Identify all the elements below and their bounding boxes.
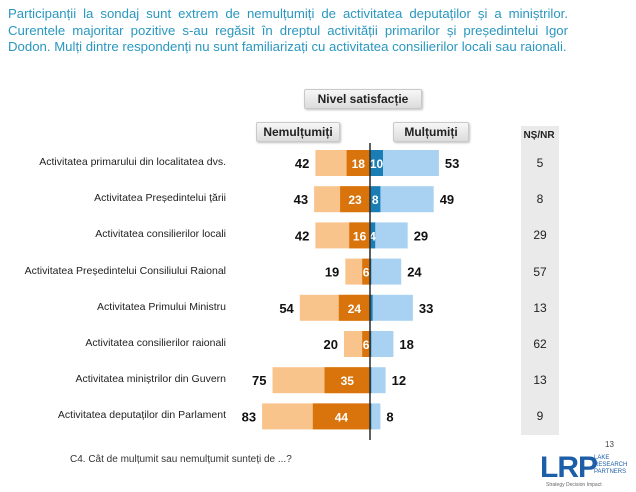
inner-label-very-dissatisfied: 6 [363, 338, 370, 352]
inner-label-very-dissatisfied: 6 [363, 266, 370, 280]
value-label-satisfied: 24 [407, 265, 422, 280]
nsnr-value: 5 [536, 156, 544, 170]
value-label-dissatisfied: 43 [294, 192, 308, 207]
category-label: Activitatea miniștrilor din Guvern [75, 373, 226, 386]
dissatisfied-header: Nemulțumiți [256, 122, 340, 142]
intro-text: Participanții la sondaj sunt extrem de n… [8, 6, 568, 54]
bar-very-dissatisfied [362, 258, 370, 285]
category-label: Activitatea deputaților din Parlament [57, 409, 226, 422]
nsnr-value: 9 [536, 409, 544, 424]
nsnr-value: 13 [533, 300, 547, 315]
page-number: 13 [605, 440, 614, 449]
bar-very-dissatisfied [312, 403, 370, 430]
inner-label-very-dissatisfied: 44 [335, 410, 349, 424]
nsnr-value: 13 [533, 373, 547, 388]
bar-very-satisfied [370, 186, 381, 213]
nsnr-value: 57 [533, 264, 547, 279]
bar-satisfied-total [370, 403, 381, 430]
bar-satisfied-total [370, 186, 434, 213]
category-label: Activitatea consilierilor locali [95, 228, 226, 241]
inner-label-very-dissatisfied: 23 [348, 193, 362, 207]
bar-very-satisfied [370, 150, 383, 176]
value-label-satisfied: 12 [392, 373, 406, 388]
logo-tagline: Strategy Decision Impact [546, 482, 602, 488]
value-label-dissatisfied: 42 [295, 156, 309, 171]
bar-very-satisfied [370, 222, 376, 249]
value-label-satisfied: 33 [419, 301, 433, 316]
logo-subtitle-line-1: LAKE [594, 455, 610, 461]
category-label: Activitatea consilierilor raionali [85, 337, 226, 349]
inner-label-very-dissatisfied: 18 [352, 157, 366, 171]
inner-label-very-satisfied: 4 [369, 229, 376, 243]
logo-subtitle-line-3: PARTNERS [594, 469, 627, 475]
value-label-dissatisfied: 20 [324, 337, 338, 352]
inner-label-very-dissatisfied: 16 [353, 229, 367, 243]
value-label-dissatisfied: 83 [242, 409, 256, 424]
value-label-satisfied: 18 [399, 337, 413, 352]
inner-label-very-dissatisfied: 24 [348, 302, 362, 316]
value-label-dissatisfied: 75 [252, 373, 266, 388]
lrp-logo: LRP [540, 451, 598, 484]
value-label-dissatisfied: 54 [279, 301, 294, 316]
bar-very-dissatisfied [362, 331, 370, 357]
bar-very-dissatisfied [349, 222, 370, 249]
value-label-dissatisfied: 42 [295, 228, 309, 243]
bar-satisfied-total [370, 222, 408, 249]
value-label-dissatisfied: 19 [325, 265, 339, 280]
category-label: Activitatea Președintelui Consiliului Ra… [24, 264, 226, 277]
satisfied-header: Mulțumiți [393, 122, 469, 142]
bar-satisfied-total [370, 367, 386, 394]
bar-satisfied-total [370, 258, 402, 285]
value-label-satisfied: 29 [414, 228, 428, 243]
inner-label-very-satisfied: 10 [370, 157, 384, 171]
category-label: Activitatea Președintelui țării [94, 192, 226, 205]
value-label-satisfied: 49 [440, 192, 454, 207]
nsnr-value: 62 [533, 337, 547, 351]
bar-satisfied-total [370, 294, 413, 321]
bar-very-satisfied [370, 294, 373, 321]
bar-very-dissatisfied [346, 150, 370, 176]
logo-subtitle: LAKE RESEARCH PARTNERS [594, 455, 627, 476]
value-label-satisfied: 8 [386, 409, 393, 424]
nsnr-value: 8 [536, 192, 544, 207]
inner-label-very-dissatisfied: 35 [341, 374, 355, 388]
nsnr-header: NȘ/NR [523, 130, 555, 141]
category-label: Activitatea Primului Ministru [97, 300, 226, 313]
bar-very-dissatisfied [338, 294, 370, 321]
category-label: Activitatea primarului din localitatea d… [39, 156, 226, 168]
nsnr-value: 29 [533, 228, 547, 243]
bar-very-dissatisfied [340, 186, 370, 213]
satisfaction-level-header: Nivel satisfacție [304, 89, 422, 109]
value-label-satisfied: 53 [445, 156, 459, 171]
logo-subtitle-line-2: RESEARCH [594, 462, 628, 468]
nsnr-column-background [521, 126, 559, 435]
question-text: C4. Cât de mulțumit sau nemulțumit sunte… [70, 454, 292, 465]
bar-satisfied-total [370, 331, 394, 357]
inner-label-very-satisfied: 8 [372, 193, 379, 207]
bar-very-dissatisfied [324, 367, 370, 394]
